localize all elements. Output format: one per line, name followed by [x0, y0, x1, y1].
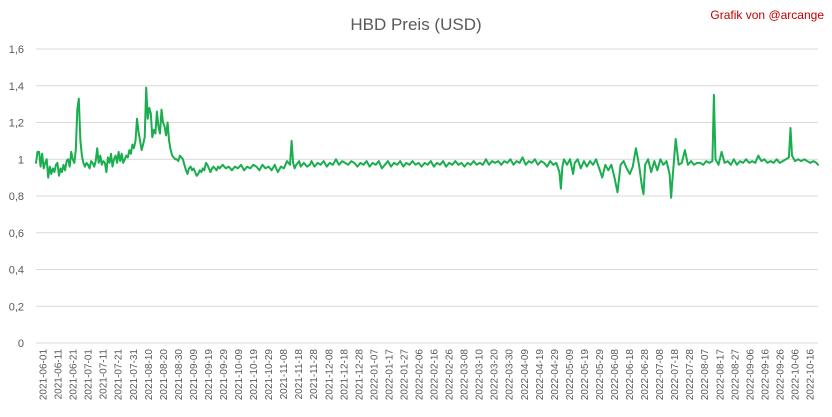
- y-tick-label: 0: [18, 338, 24, 350]
- x-tick-label: 2022-01-07: [369, 349, 380, 401]
- x-tick-label: 2021-12-28: [354, 349, 365, 401]
- y-axis-tick-labels: 0 0,2 0,4 0,6 0,8 1 1,2 1,4 1,6: [9, 44, 24, 350]
- x-tick-label: 2021-10-09: [234, 349, 245, 401]
- x-tick-label: 2021-11-28: [309, 349, 320, 400]
- x-tick-label: 2022-03-20: [490, 349, 501, 401]
- x-tick-label: 2022-06-08: [610, 349, 621, 401]
- x-tick-label: 2022-07-28: [685, 349, 696, 401]
- x-tick-label: 2022-07-08: [655, 349, 666, 401]
- x-tick-label: 2022-09-06: [745, 349, 756, 401]
- y-tick-label: 1,4: [9, 81, 24, 93]
- y-tick-label: 1,2: [9, 118, 24, 130]
- y-tick-label: 0,8: [9, 191, 24, 203]
- x-tick-label: 2022-10-06: [790, 349, 801, 401]
- y-tick-label: 0,6: [9, 228, 24, 240]
- y-tick-label: 0,4: [9, 265, 24, 277]
- x-tick-label: 2021-08-10: [144, 349, 155, 401]
- x-tick-label: 2021-06-11: [54, 349, 65, 400]
- x-tick-label: 2022-04-09: [520, 349, 531, 401]
- x-axis-tick-labels: 2021-06-01 2021-06-11 2021-06-21 2021-07-01…: [39, 349, 817, 401]
- x-tick-label: 2022-05-09: [565, 349, 576, 401]
- x-tick-label: 2022-05-29: [595, 349, 606, 401]
- x-tick-label: 2022-03-30: [505, 349, 516, 401]
- gridlines: [36, 48, 818, 344]
- x-tick-label: 2022-01-27: [399, 349, 410, 401]
- x-tick-label: 2021-07-01: [84, 349, 95, 401]
- x-tick-label: 2021-11-08: [279, 349, 290, 400]
- x-tick-label: 2022-08-17: [715, 349, 726, 401]
- y-tick-label: 1: [18, 154, 24, 166]
- x-tick-label: 2021-11-18: [294, 349, 305, 400]
- x-tick-label: 2021-10-29: [264, 349, 275, 401]
- series-line: [35, 86, 819, 199]
- y-tick-label: 1,6: [9, 44, 24, 56]
- x-tick-label: 2022-06-28: [640, 349, 651, 401]
- x-tick-label: 2021-06-01: [39, 349, 50, 401]
- x-tick-label: 2021-06-21: [69, 349, 80, 401]
- x-tick-label: 2022-10-16: [805, 349, 816, 401]
- x-tick-label: 2022-09-26: [775, 349, 786, 401]
- y-tick-label: 0,2: [9, 301, 24, 313]
- x-tick-label: 2022-04-19: [535, 349, 546, 401]
- x-tick-label: 2022-01-17: [384, 349, 395, 401]
- x-tick-label: 2022-06-18: [625, 349, 636, 401]
- x-tick-label: 2022-03-10: [475, 349, 486, 401]
- x-tick-label: 2022-09-16: [760, 349, 771, 401]
- x-tick-label: 2021-09-29: [219, 349, 230, 401]
- x-tick-label: 2021-07-31: [129, 349, 140, 401]
- chart-title: HBD Preis (USD): [350, 15, 481, 34]
- chart-credit: Grafik von @arcange: [710, 8, 824, 22]
- x-tick-label: 2021-12-18: [339, 349, 350, 401]
- x-tick-label: 2022-02-16: [430, 349, 441, 401]
- x-tick-label: 2022-08-27: [730, 349, 741, 401]
- series-line-group: [35, 86, 819, 199]
- x-tick-label: 2022-07-18: [670, 349, 681, 401]
- x-tick-label: 2021-09-09: [189, 349, 200, 401]
- x-tick-label: 2022-02-26: [445, 349, 456, 401]
- x-tick-label: 2021-07-21: [114, 349, 125, 401]
- x-tick-label: 2022-08-07: [700, 349, 711, 401]
- x-tick-label: 2021-08-30: [174, 349, 185, 401]
- x-tick-label: 2021-10-19: [249, 349, 260, 401]
- x-tick-label: 2022-03-08: [460, 349, 471, 401]
- x-tick-label: 2022-05-19: [580, 349, 591, 401]
- x-tick-label: 2022-02-06: [414, 349, 425, 401]
- x-tick-label: 2021-08-20: [159, 349, 170, 401]
- x-tick-label: 2021-09-19: [204, 349, 215, 401]
- x-tick-label: 2021-07-11: [99, 349, 110, 400]
- x-tick-label: 2021-12-08: [324, 349, 335, 401]
- x-tick-label: 2022-04-29: [550, 349, 561, 401]
